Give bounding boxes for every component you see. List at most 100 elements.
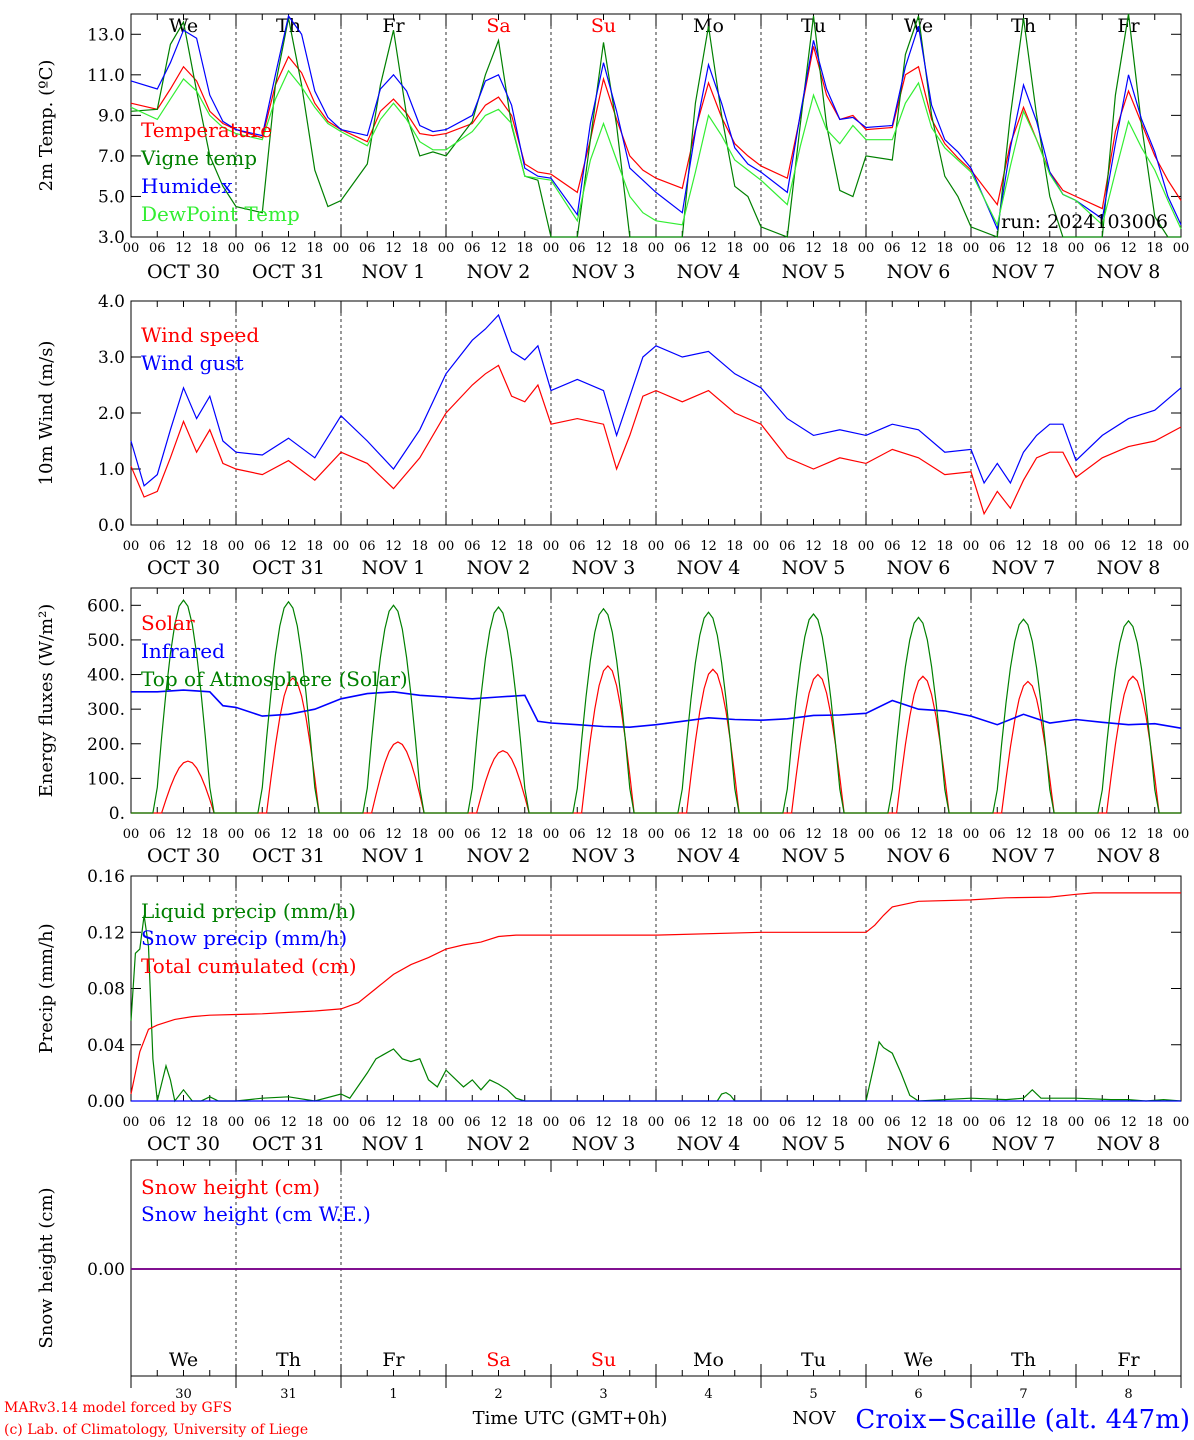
x-date-label: NOV 3 <box>572 557 636 579</box>
x-hour-label: 00 <box>123 539 140 554</box>
legend-entry: Humidex <box>141 174 233 198</box>
x-hour-label: 18 <box>726 827 743 842</box>
x-hour-label: 06 <box>569 1115 586 1130</box>
x-hour-label: 18 <box>201 827 218 842</box>
x-hour-label: 18 <box>411 827 428 842</box>
legend-entry: DewPoint Temp <box>141 202 300 226</box>
x-hour-label: 06 <box>674 241 691 256</box>
x-date-label: NOV 1 <box>362 557 426 579</box>
x-hour-label: 18 <box>726 1115 743 1130</box>
y-tick-label: 3.0 <box>98 348 125 368</box>
x-hour-label: 00 <box>228 827 245 842</box>
x-hour-label: 00 <box>543 241 560 256</box>
plot-frame <box>130 587 1182 814</box>
legend-entry: Wind gust <box>141 351 244 375</box>
x-date-label: NOV 4 <box>677 845 741 867</box>
x-hour-label: 18 <box>1041 241 1058 256</box>
y-tick-label: 0.16 <box>87 867 125 887</box>
x-hour-label: 12 <box>1015 827 1032 842</box>
bottom-day-name: Th <box>276 1349 301 1371</box>
x-hour-label: 06 <box>884 241 901 256</box>
y-tick-label: 0. <box>109 804 125 824</box>
x-hour-label: 06 <box>149 241 166 256</box>
x-hour-label: 18 <box>516 539 533 554</box>
meteogram-footer: MARv3.14 model forced by GFS (c) Lab. of… <box>4 1400 1190 1438</box>
series-line <box>131 599 1181 814</box>
x-hour-label: 18 <box>306 539 323 554</box>
x-hour-label: 18 <box>1041 827 1058 842</box>
x-hour-label: 06 <box>464 539 481 554</box>
x-hour-label: 06 <box>989 539 1006 554</box>
x-hour-label: 18 <box>726 241 743 256</box>
x-hour-label: 18 <box>1041 539 1058 554</box>
y-tick-label: 500. <box>87 631 125 651</box>
x-hour-label: 06 <box>674 827 691 842</box>
x-hour-label: 12 <box>595 1115 612 1130</box>
bottom-day-name: Su <box>591 1349 616 1371</box>
x-hour-label: 18 <box>726 539 743 554</box>
x-date-label: OCT 30 <box>147 1133 220 1155</box>
series-line <box>130 915 1182 1103</box>
x-hour-label: 00 <box>1068 539 1085 554</box>
x-hour-label: 00 <box>1173 241 1190 256</box>
x-hour-label: 18 <box>1146 1115 1163 1130</box>
bottom-date: 1 <box>389 1387 397 1402</box>
x-hour-label: 00 <box>1173 827 1190 842</box>
x-date-label: NOV 6 <box>887 557 951 579</box>
x-hour-label: 06 <box>464 1115 481 1130</box>
x-hour-label: 18 <box>621 241 638 256</box>
bottom-date: 6 <box>914 1387 922 1402</box>
x-hour-label: 00 <box>858 539 875 554</box>
panel-5: 0.00 Snow height (cm) Snow height (cm) Snow… <box>36 1159 1182 1402</box>
x-hour-label: 00 <box>648 241 665 256</box>
x-hour-label: 12 <box>700 539 717 554</box>
x-hour-label: 12 <box>385 1115 402 1130</box>
x-hour-label: 00 <box>648 539 665 554</box>
day-name-label: Th <box>1011 15 1036 37</box>
legend-entry: Temperature <box>141 118 272 142</box>
x-hour-label: 00 <box>753 1115 770 1130</box>
x-hour-label: 18 <box>516 241 533 256</box>
x-hour-label: 12 <box>1120 1115 1137 1130</box>
x-hour-label: 06 <box>1094 1115 1111 1130</box>
x-hour-label: 06 <box>569 241 586 256</box>
x-hour-label: 06 <box>254 241 271 256</box>
y-tick-label: 11.0 <box>87 66 125 86</box>
y-axis-title: Snow height (cm) <box>36 1187 57 1348</box>
x-hour-label: 12 <box>175 1115 192 1130</box>
x-hour-label: 18 <box>621 1115 638 1130</box>
series-line <box>130 46 1182 210</box>
x-hour-label: 06 <box>779 539 796 554</box>
x-hour-label: 00 <box>753 539 770 554</box>
x-hour-label: 12 <box>910 827 927 842</box>
y-tick-label: 3.0 <box>98 228 125 248</box>
x-hour-label: 12 <box>805 539 822 554</box>
y-tick-label: 0.0 <box>98 516 125 536</box>
x-date-label: NOV 1 <box>362 845 426 867</box>
station-title: Croix−Scaille (alt. 447m) <box>855 1405 1190 1435</box>
y-tick-label: 13.0 <box>87 25 125 45</box>
day-name-label: We <box>904 15 933 37</box>
x-hour-label: 06 <box>254 827 271 842</box>
x-hour-label: 12 <box>385 539 402 554</box>
x-hour-label: 06 <box>254 539 271 554</box>
series-line <box>130 14 1182 232</box>
x-hour-label: 00 <box>333 539 350 554</box>
x-hour-label: 18 <box>201 1115 218 1130</box>
x-hour-label: 18 <box>1041 1115 1058 1130</box>
bottom-day-name: We <box>904 1349 933 1371</box>
x-hour-label: 00 <box>963 241 980 256</box>
x-hour-label: 12 <box>1015 241 1032 256</box>
x-hour-label: 12 <box>175 241 192 256</box>
x-date-label: NOV 6 <box>887 1133 951 1155</box>
day-name-label: Fr <box>1117 15 1140 37</box>
y-tick-label: 0.00 <box>87 1260 125 1280</box>
series-line <box>130 892 1181 1095</box>
x-hour-label: 00 <box>543 539 560 554</box>
bottom-date: 2 <box>494 1387 502 1402</box>
x-date-label: OCT 31 <box>252 261 325 283</box>
x-hour-label: 12 <box>490 241 507 256</box>
x-hour-label: 18 <box>1146 827 1163 842</box>
legend-entry: Wind speed <box>141 323 259 347</box>
